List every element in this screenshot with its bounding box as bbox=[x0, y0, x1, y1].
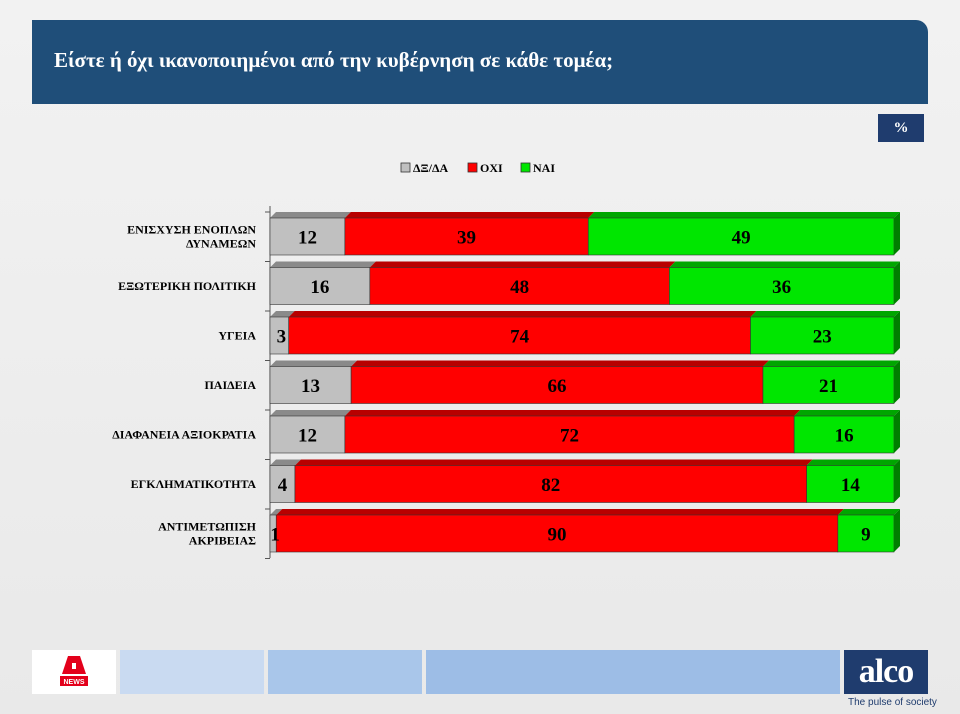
news-logo-icon: NEWS bbox=[60, 656, 88, 686]
legend-label-1: ΟΧΙ bbox=[480, 161, 503, 175]
bar-top-face bbox=[294, 459, 813, 466]
bar-top-face bbox=[762, 360, 900, 367]
bar-top-face bbox=[270, 360, 358, 367]
category-label: ΑΝΤΙΜΕΤΩΠΙΣΗ bbox=[158, 520, 257, 534]
bar-top-face bbox=[270, 212, 351, 218]
header-bar: Είστε ή όχι ικανοποιημένοι από την κυβέρ… bbox=[32, 20, 928, 104]
bar-side-face bbox=[894, 459, 900, 503]
category-label: ΠΑΙΔΕΙΑ bbox=[204, 378, 256, 392]
bar-side-face bbox=[894, 360, 900, 404]
category-label: ΕΓΚΛΗΜΑΤΙΚΟΤΗΤΑ bbox=[131, 477, 257, 491]
category-label: ΑΚΡΙΒΕΙΑΣ bbox=[189, 534, 256, 548]
bar-segment bbox=[587, 217, 895, 256]
bar-segment bbox=[269, 366, 352, 404]
legend-label-0: ΔΞ/ΔΑ bbox=[413, 161, 449, 175]
data-label: 14 bbox=[841, 475, 861, 496]
bar-segment bbox=[269, 415, 346, 454]
page-title: Είστε ή όχι ικανοποιημένοι από την κυβέρ… bbox=[54, 48, 614, 72]
data-label: 36 bbox=[772, 277, 791, 298]
bar-side-face bbox=[894, 311, 900, 354]
bar-top-face bbox=[351, 360, 769, 367]
bar-top-face bbox=[669, 261, 900, 268]
bar-segment bbox=[269, 465, 296, 503]
bar-side-face bbox=[894, 410, 900, 453]
bar-segment bbox=[294, 465, 807, 503]
bar-side-face bbox=[894, 509, 900, 552]
bar-top-face bbox=[369, 261, 676, 268]
data-label: 13 bbox=[301, 376, 320, 397]
data-label: 49 bbox=[732, 228, 751, 249]
data-label: 48 bbox=[510, 277, 529, 298]
category-label: ΥΓΕΙΑ bbox=[218, 329, 256, 343]
bar-segment bbox=[369, 267, 670, 305]
bar-top-face bbox=[270, 509, 283, 515]
data-label: 16 bbox=[835, 426, 854, 447]
category-label: ΔΙΑΦΑΝΕΙΑ ΑΞΙΟΚΡΑΤΙΑ bbox=[112, 428, 256, 442]
bar-side-face bbox=[894, 261, 900, 305]
data-label: 3 bbox=[277, 327, 287, 348]
data-label: 39 bbox=[457, 228, 476, 249]
bar-side-face bbox=[894, 212, 900, 255]
bar-segment bbox=[762, 366, 895, 404]
data-label: 16 bbox=[310, 277, 329, 298]
bar-top-face bbox=[588, 212, 900, 218]
bar-top-face bbox=[344, 410, 801, 416]
data-label: 74 bbox=[510, 327, 530, 348]
footer-tile-3 bbox=[426, 650, 840, 694]
bar-segment bbox=[269, 217, 346, 256]
data-label: 9 bbox=[861, 525, 871, 546]
legend-swatch-1 bbox=[467, 162, 478, 173]
bar-segment bbox=[750, 316, 895, 355]
data-label: 23 bbox=[813, 327, 832, 348]
data-label: 4 bbox=[278, 475, 288, 496]
alco-logo: alco bbox=[844, 650, 928, 694]
bar-segment bbox=[806, 465, 895, 503]
bar-segment bbox=[288, 316, 751, 355]
data-label: 72 bbox=[560, 426, 579, 447]
bar-top-face bbox=[270, 261, 376, 268]
bar-segment bbox=[837, 514, 895, 553]
bar-top-face bbox=[270, 311, 295, 317]
category-label: ΕΞΩΤΕΡΙΚΗ ΠΟΛΙΤΙΚΗ bbox=[118, 279, 256, 293]
legend-swatch-2 bbox=[520, 162, 531, 173]
unit-badge: % bbox=[878, 114, 924, 142]
bar-segment bbox=[344, 415, 795, 454]
data-label: 82 bbox=[541, 475, 560, 496]
news-logo: NEWS bbox=[32, 650, 116, 694]
data-label: 21 bbox=[819, 376, 838, 397]
bar-top-face bbox=[288, 311, 757, 317]
bar-segment bbox=[275, 514, 839, 553]
legend-swatch-0 bbox=[400, 162, 411, 173]
svg-text:NEWS: NEWS bbox=[64, 679, 85, 686]
data-label: 66 bbox=[548, 376, 567, 397]
data-label: 90 bbox=[548, 525, 567, 546]
footer-tile-2 bbox=[268, 650, 422, 694]
bar-top-face bbox=[270, 410, 351, 416]
bar-top-face bbox=[806, 459, 900, 466]
data-label: 12 bbox=[298, 426, 317, 447]
footer-tile-1 bbox=[120, 650, 264, 694]
category-label: ΔΥΝΑΜΕΩΝ bbox=[186, 237, 256, 251]
bar-top-face bbox=[276, 509, 844, 515]
alco-slogan: The pulse of society bbox=[848, 697, 937, 708]
bar-top-face bbox=[344, 212, 595, 218]
data-label: 1 bbox=[270, 525, 280, 546]
bar-segment bbox=[344, 217, 589, 256]
legend-label-2: ΝΑΙ bbox=[533, 161, 555, 175]
bar-top-face bbox=[837, 509, 900, 515]
bar-segment bbox=[793, 415, 895, 454]
bar-segment bbox=[269, 267, 371, 305]
bar-top-face bbox=[750, 311, 900, 317]
data-label: 12 bbox=[298, 228, 317, 249]
bar-top-face bbox=[270, 459, 301, 466]
category-label: ΕΝΙΣΧΥΣΗ ΕΝΟΠΛΩΝ bbox=[127, 223, 256, 237]
bar-top-face bbox=[794, 410, 900, 416]
bar-segment bbox=[350, 366, 764, 404]
